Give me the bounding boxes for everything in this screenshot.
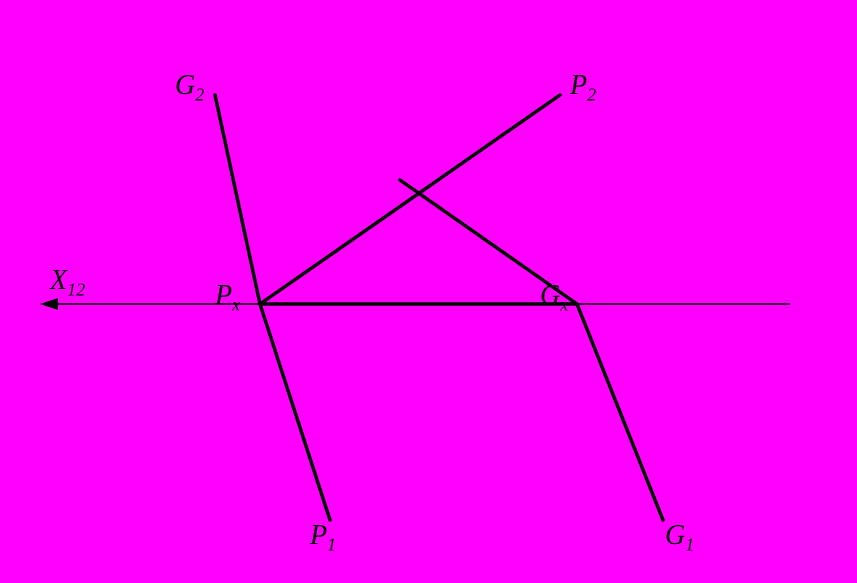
label-g1-sub: 1 xyxy=(685,535,694,555)
label-g2-sub: 2 xyxy=(195,85,204,105)
label-p2: P2 xyxy=(570,70,596,106)
label-g1-main: G xyxy=(665,520,685,551)
label-px-main: P xyxy=(215,280,232,311)
label-g1: G1 xyxy=(665,520,694,556)
label-p2-sub: 2 xyxy=(587,85,596,105)
diagram-lines xyxy=(215,95,663,520)
label-gx-main: G xyxy=(540,280,560,311)
label-p1: P1 xyxy=(310,520,336,556)
label-x12-main: X xyxy=(50,265,67,296)
label-px-sub: x xyxy=(232,295,240,315)
label-p2-main: P xyxy=(570,70,587,101)
diagram-canvas xyxy=(0,0,857,583)
label-x12-sub: 12 xyxy=(67,280,85,300)
label-p1-sub: 1 xyxy=(327,535,336,555)
label-g2-main: G xyxy=(175,70,195,101)
label-gx: Gx xyxy=(540,280,568,316)
label-x12: X12 xyxy=(50,265,85,301)
label-g2: G2 xyxy=(175,70,204,106)
label-gx-sub: x xyxy=(560,295,568,315)
label-px: Px xyxy=(215,280,240,316)
label-p1-main: P xyxy=(310,520,327,551)
